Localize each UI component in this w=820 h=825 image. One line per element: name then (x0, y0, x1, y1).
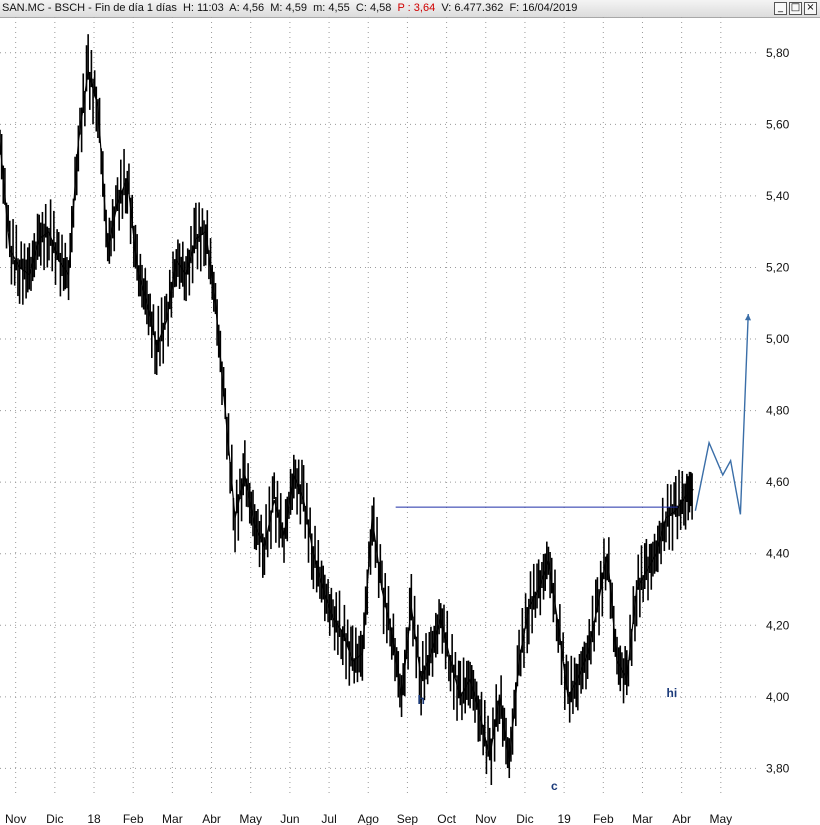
x-tick-label: Nov (475, 812, 496, 825)
quote-min: m: 4,55 (313, 2, 350, 14)
x-tick-label: Jun (280, 812, 299, 825)
x-tick-label: Dic (516, 812, 533, 825)
y-tick-label: 3,80 (766, 761, 790, 775)
x-tick-label: Dic (46, 812, 63, 825)
window-buttons: _ □ × (774, 2, 817, 15)
y-tick-label: 5,20 (766, 260, 790, 274)
quote-max: M: 4,59 (270, 2, 307, 14)
close-button[interactable]: × (804, 2, 817, 15)
quote-open: A: 4,56 (229, 2, 265, 14)
pattern-label: c (551, 779, 558, 793)
y-tick-label: 5,00 (766, 332, 790, 346)
symbol: SAN.MC (2, 2, 45, 14)
x-tick-label: 18 (87, 812, 101, 825)
quote-date: F: 16/04/2019 (509, 2, 578, 14)
y-tick-label: 5,80 (766, 46, 790, 60)
minimize-button[interactable]: _ (774, 2, 787, 15)
y-tick-label: 4,20 (766, 618, 790, 632)
x-axis: Nov Dic 18 Feb Mar Abr May Jun Jul Ago Sep Oct Nov Di… (5, 812, 732, 825)
x-tick-label: Sep (397, 812, 419, 825)
x-tick-label: Mar (632, 812, 653, 825)
x-tick-label: Jul (321, 812, 336, 825)
x-tick-label: Oct (437, 812, 456, 825)
chart-overlays (395, 313, 752, 515)
chart-annotations: h hi c (417, 686, 677, 793)
y-tick-label: 4,60 (766, 475, 790, 489)
x-tick-label: May (709, 812, 732, 825)
price-series (0, 34, 694, 786)
x-tick-label: Feb (593, 812, 614, 825)
y-tick-label: 4,00 (766, 690, 790, 704)
pattern-label: hi (667, 686, 678, 700)
x-tick-label: 19 (557, 812, 571, 825)
maximize-button[interactable]: □ (789, 2, 802, 15)
x-tick-label: Feb (123, 812, 144, 825)
period: Fin de día 1 días (94, 2, 177, 14)
x-tick-label: Abr (202, 812, 221, 825)
x-tick-label: Mar (162, 812, 183, 825)
window-titlebar: SAN.MC - BSCH - Fin de día 1 días H: 11:… (0, 0, 820, 18)
price-chart: 3,80 4,00 4,20 4,40 4,60 4,80 5,00 5,20 5,40 5,60… (0, 17, 790, 825)
x-tick-label: Abr (672, 812, 691, 825)
quote-percent: P : 3,64 (397, 2, 436, 14)
quote-volume: V: 6.477.362 (441, 2, 504, 14)
chart-grid (0, 17, 760, 797)
projection-path (694, 313, 749, 515)
y-tick-label: 4,40 (766, 547, 790, 561)
window-title: SAN.MC - BSCH - Fin de día 1 días H: 11:… (2, 2, 578, 14)
instrument-name: BSCH (54, 2, 86, 14)
quote-close: C: 4,58 (355, 2, 392, 14)
y-tick-label: 5,60 (766, 117, 790, 131)
projection-arrowhead (744, 313, 752, 321)
quote-hour: H: 11:03 (182, 2, 224, 14)
x-tick-label: Nov (5, 812, 26, 825)
y-tick-label: 4,80 (766, 404, 790, 418)
x-tick-label: May (239, 812, 262, 825)
x-tick-label: Ago (358, 812, 380, 825)
y-tick-label: 5,40 (766, 189, 790, 203)
pattern-label: h (417, 693, 424, 707)
y-axis: 3,80 4,00 4,20 4,40 4,60 4,80 5,00 5,20 5,40 5,60… (766, 46, 790, 776)
